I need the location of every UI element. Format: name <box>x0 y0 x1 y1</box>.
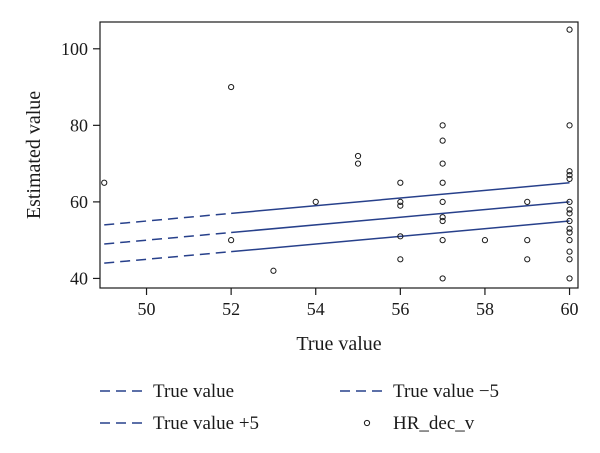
data-point <box>439 214 446 221</box>
y-axis-label: Estimated value <box>23 91 45 219</box>
legend-item: HR_dec_v <box>363 413 475 434</box>
data-point <box>566 225 573 232</box>
line-0-solid <box>231 201 570 234</box>
legend-label: True value −5 <box>393 381 499 402</box>
data-point <box>566 275 573 282</box>
data-point <box>566 198 573 205</box>
data-point <box>566 229 573 236</box>
data-point <box>566 171 573 179</box>
data-point <box>481 237 489 244</box>
data-point <box>566 206 573 213</box>
data-point <box>397 198 404 205</box>
data-point <box>566 256 573 263</box>
data-point <box>439 137 446 144</box>
y-axis: 40 60 80 100 <box>61 39 100 288</box>
data-points <box>101 26 573 282</box>
legend: True value True value −5 True value +5 HR_d… <box>100 381 499 434</box>
data-point <box>439 275 446 282</box>
plot-frame <box>99 21 579 289</box>
data-point <box>566 175 573 183</box>
data-point <box>397 233 404 240</box>
reference-lines <box>104 182 570 264</box>
data-point <box>270 267 277 274</box>
y-tick-label: 60 <box>70 192 88 212</box>
line-2-dashed <box>104 250 232 264</box>
data-point <box>101 179 108 186</box>
data-point <box>439 217 446 225</box>
data-point <box>397 202 404 209</box>
data-point <box>524 237 531 244</box>
data-point <box>439 237 446 244</box>
data-point <box>439 198 446 205</box>
x-axis-label: True value <box>296 333 381 355</box>
data-point <box>397 256 404 263</box>
data-point <box>566 248 573 255</box>
y-tick-label: 100 <box>61 39 88 59</box>
line-1-solid <box>231 182 570 215</box>
data-point <box>228 83 235 91</box>
data-point <box>397 179 404 186</box>
line-2-solid <box>231 220 570 253</box>
legend-item: True value −5 <box>340 381 499 402</box>
x-tick-label: 58 <box>476 299 494 319</box>
legend-label: True value <box>153 381 234 402</box>
x-tick-label: 54 <box>307 299 325 319</box>
data-point <box>566 168 573 175</box>
x-tick-label: 60 <box>561 299 579 319</box>
data-point <box>524 256 531 263</box>
legend-marker-circle <box>363 419 371 427</box>
x-axis: 50 52 54 56 58 60 <box>138 288 579 319</box>
data-point <box>566 237 573 244</box>
data-point <box>228 237 235 244</box>
data-point <box>566 122 573 129</box>
legend-label: HR_dec_v <box>393 413 475 434</box>
data-point <box>524 198 531 205</box>
line-1-dashed <box>104 212 232 226</box>
legend-item: True value +5 <box>100 413 259 434</box>
data-point <box>566 217 573 225</box>
y-tick-label: 80 <box>70 115 88 135</box>
data-point <box>439 122 446 129</box>
data-point <box>354 160 362 167</box>
data-point <box>312 198 319 205</box>
x-tick-label: 52 <box>222 299 240 319</box>
y-tick-label: 40 <box>70 268 88 288</box>
data-point <box>566 210 573 217</box>
x-tick-label: 56 <box>391 299 409 319</box>
data-point <box>566 26 573 33</box>
legend-label: True value +5 <box>153 413 259 434</box>
data-point <box>439 179 446 186</box>
data-point <box>354 152 362 160</box>
legend-item: True value <box>100 381 234 402</box>
data-point <box>439 160 446 167</box>
x-tick-label: 50 <box>138 299 156 319</box>
line-0-dashed <box>104 231 232 245</box>
